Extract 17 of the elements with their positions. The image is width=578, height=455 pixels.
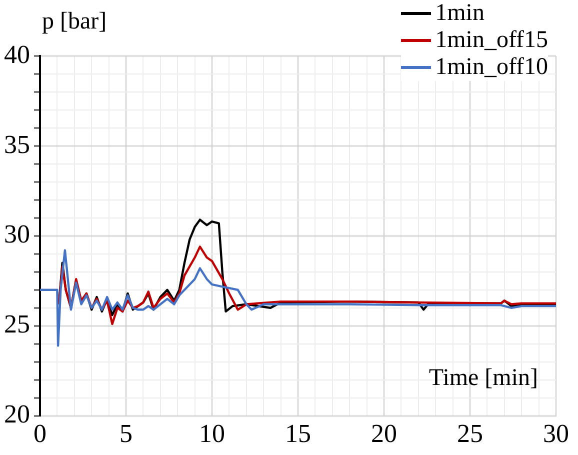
- x-tick-label: 25: [457, 419, 483, 448]
- x-axis-title: Time [min]: [428, 365, 538, 392]
- y-axis-title: p [bar]: [42, 8, 107, 34]
- x-tick-label: 20: [371, 419, 397, 448]
- y-tick-label: 30: [4, 220, 30, 249]
- x-tick-label: 0: [34, 419, 46, 448]
- x-tick-label: 5: [120, 419, 132, 448]
- y-tick-label: 35: [4, 130, 30, 159]
- y-tick-label: 20: [4, 400, 30, 429]
- x-tick-label: 30: [543, 419, 569, 448]
- y-tick-label: 40: [4, 40, 30, 69]
- legend-label: 1min_off10: [435, 54, 548, 81]
- x-tick-label: 10: [199, 419, 225, 448]
- x-tick-label: 15: [285, 419, 311, 448]
- y-tick-label: 25: [4, 310, 30, 339]
- legend-label: 1min_off15: [435, 27, 548, 54]
- legend-label: 1min: [435, 0, 484, 27]
